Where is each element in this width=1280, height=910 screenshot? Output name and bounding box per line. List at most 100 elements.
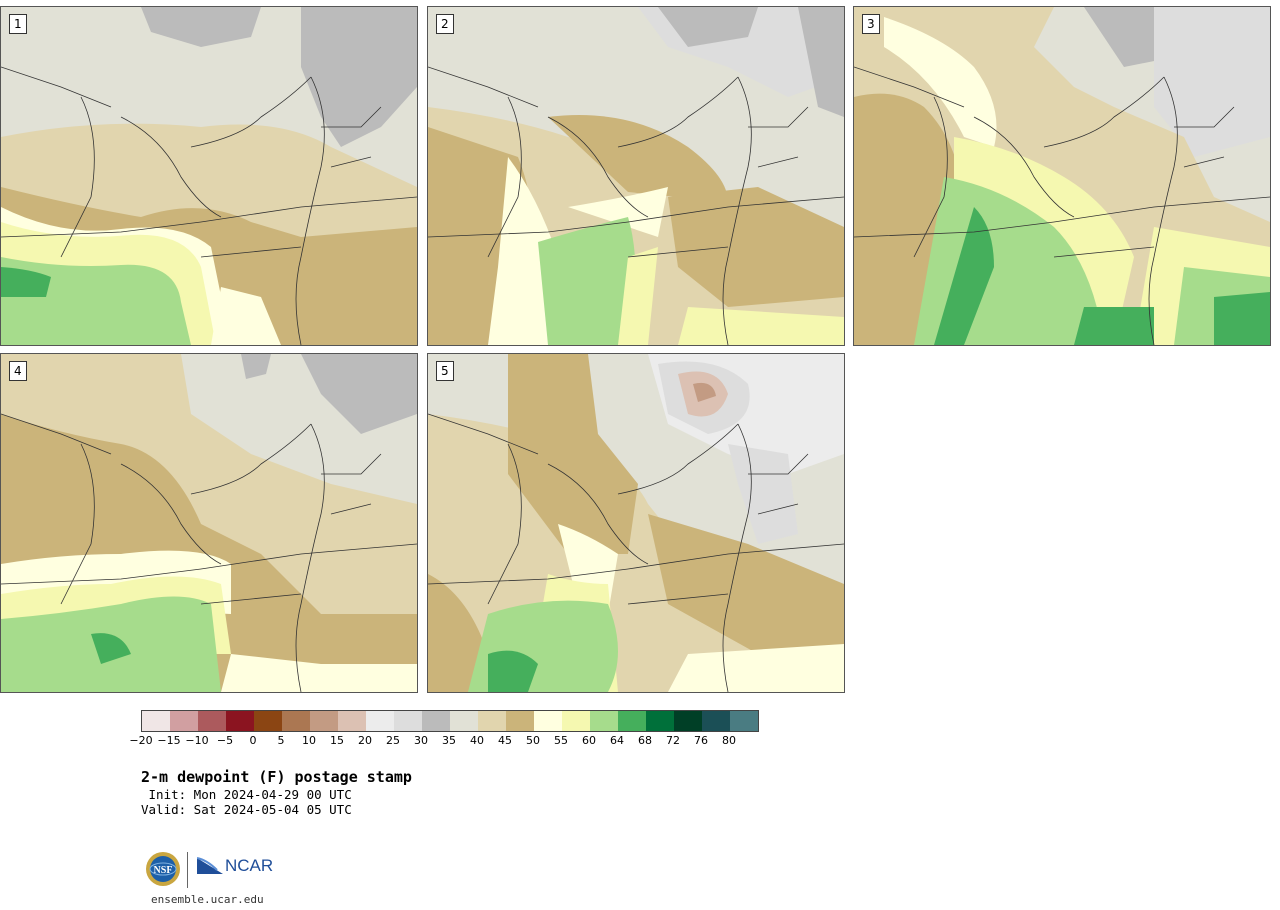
boundary-line	[1, 221, 202, 238]
dewpoint-region	[141, 7, 261, 47]
boundary-line	[487, 443, 522, 605]
boundary-line	[1053, 246, 1155, 258]
colorbar-swatch	[646, 711, 674, 731]
dewpoint-region	[488, 650, 538, 692]
colorbar-swatch	[478, 711, 506, 731]
colorbar-tick-label: 76	[694, 734, 708, 747]
colorbar-swatch	[394, 711, 422, 731]
dewpoint-map-2	[428, 7, 844, 345]
dewpoint-region	[211, 287, 281, 345]
boundary-line	[854, 221, 1055, 238]
colorbar-swatch	[506, 711, 534, 731]
boundary-line	[913, 96, 948, 258]
colorbar-swatch	[366, 711, 394, 731]
nsf-logo-text: NSF	[154, 865, 173, 876]
colorbar-swatch	[450, 711, 478, 731]
dewpoint-region	[241, 354, 271, 379]
colorbar-swatch	[142, 711, 170, 731]
panel-number-label: 3	[862, 14, 880, 34]
boundary-line	[330, 503, 372, 515]
boundary-line	[1148, 76, 1178, 345]
boundary-line	[321, 453, 382, 475]
boundary-line	[200, 196, 417, 223]
dewpoint-region	[428, 574, 488, 692]
colorbar-swatch	[422, 711, 450, 731]
boundary-line	[295, 423, 325, 692]
ncar-logo-text: NCAR	[225, 856, 274, 875]
boundary-line	[722, 76, 752, 345]
boundary-line	[547, 463, 649, 565]
dewpoint-region	[548, 115, 728, 202]
boundary-line	[60, 443, 95, 605]
boundary-line	[748, 106, 809, 128]
map-panel-2: 2	[427, 6, 845, 346]
dewpoint-region	[568, 187, 668, 237]
dewpoint-map-1	[1, 7, 417, 345]
boundary-line	[190, 76, 312, 148]
dewpoint-region	[618, 247, 658, 345]
colorbar-tick-label: 15	[330, 734, 344, 747]
colorbar-tick-label: 0	[249, 734, 257, 747]
dewpoint-region	[648, 514, 844, 654]
colorbar-tick-label: 30	[414, 734, 428, 747]
boundary-line	[1053, 196, 1270, 223]
boundary-line	[200, 593, 302, 605]
boundary-line	[330, 156, 372, 168]
nsf-logo: NSF	[145, 851, 181, 891]
colorbar-swatch	[730, 711, 758, 731]
website-url: ensemble.ucar.edu	[151, 893, 264, 906]
dewpoint-map-5	[428, 354, 844, 692]
logo-divider	[187, 852, 188, 888]
boundary-line	[1043, 76, 1165, 148]
boundary-line	[627, 593, 729, 605]
boundary-line	[1, 568, 202, 585]
colorbar-tick-label: 55	[554, 734, 568, 747]
dewpoint-region	[1, 267, 51, 297]
map-panel-4: 4	[0, 353, 418, 693]
colorbar	[141, 710, 759, 732]
panel-number-label: 1	[9, 14, 27, 34]
colorbar-tick-label: 68	[638, 734, 652, 747]
colorbar-tick-label: 20	[358, 734, 372, 747]
dewpoint-region	[798, 7, 844, 117]
boundary-line	[617, 423, 739, 495]
colorbar-tick-label: −10	[185, 734, 209, 747]
dewpoint-region	[728, 444, 798, 544]
boundary-line	[60, 96, 95, 258]
boundary-line	[200, 543, 417, 570]
boundary-line	[1, 413, 112, 455]
chart-title: 2-m dewpoint (F) postage stamp	[141, 768, 412, 786]
colorbar-swatch	[590, 711, 618, 731]
boundary-line	[428, 221, 629, 238]
boundary-line	[627, 196, 844, 223]
boundary-line	[190, 423, 312, 495]
colorbar-swatch	[310, 711, 338, 731]
dewpoint-region	[508, 354, 638, 554]
colorbar-tick-label: −5	[216, 734, 234, 747]
map-panel-1: 1	[0, 6, 418, 346]
colorbar-tick-label: −20	[129, 734, 153, 747]
colorbar-tick-label: 72	[666, 734, 680, 747]
dewpoint-region	[693, 382, 716, 402]
boundary-line	[627, 543, 844, 570]
ncar-logo: NCAR	[197, 856, 273, 876]
map-panel-5: 5	[427, 353, 845, 693]
colorbar-swatch	[198, 711, 226, 731]
boundary-line	[487, 96, 522, 258]
colorbar-swatch	[618, 711, 646, 731]
boundary-line	[748, 453, 809, 475]
dewpoint-map-3	[854, 7, 1270, 345]
boundary-line	[200, 246, 302, 258]
colorbar-swatch	[170, 711, 198, 731]
dewpoint-region	[668, 187, 844, 307]
colorbar-swatch	[282, 711, 310, 731]
colorbar-tick-label: 60	[582, 734, 596, 747]
panel-number-label: 2	[436, 14, 454, 34]
colorbar-tick-label: 35	[442, 734, 456, 747]
boundary-line	[722, 423, 752, 692]
dewpoint-region	[301, 7, 417, 147]
init-time: Init: Mon 2024-04-29 00 UTC	[141, 787, 352, 802]
dewpoint-region	[678, 307, 844, 345]
boundary-line	[120, 116, 222, 218]
dewpoint-map-4	[1, 354, 417, 692]
